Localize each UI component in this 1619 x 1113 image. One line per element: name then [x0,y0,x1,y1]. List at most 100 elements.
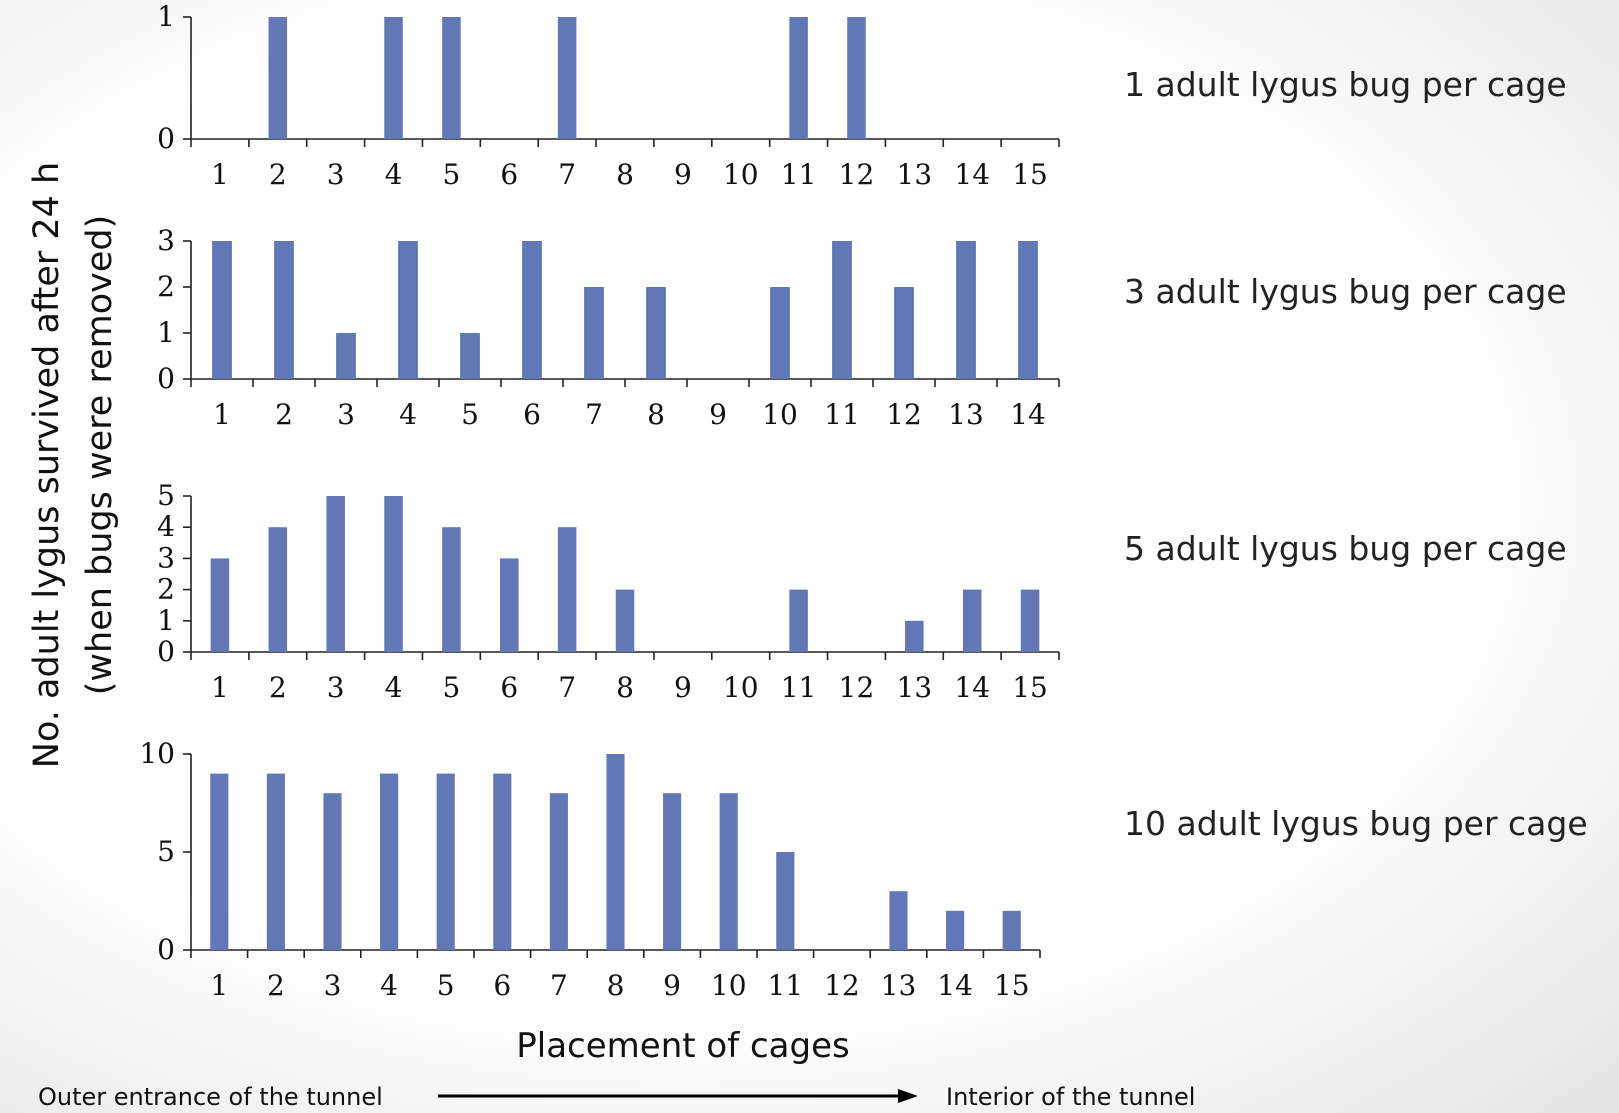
chart-panels: 011 2 3 4 5 6 7 8 9 10 11 12 13 14 151 adult lygus bug… [139,0,1587,1002]
panel-label: 1 adult lygus bug per cage [1124,65,1567,104]
x-tick-label: 8 [616,671,634,704]
x-tick-label: 8 [616,158,634,191]
bar [770,287,790,379]
x-tick-label: 9 [674,158,692,191]
bar [557,527,577,652]
arrow-left-label: Outer entrance of the tunnel [38,1083,383,1111]
x-tick-label: 11 [781,158,817,191]
bar [460,333,480,379]
x-tick-label: 7 [558,671,576,704]
y-tick-label: 3 [157,224,175,257]
bar [326,496,345,652]
x-tick-label: 5 [442,158,460,191]
x-tick-label: 14 [954,158,990,191]
x-tick-label: 8 [647,398,665,431]
y-axis-title-line2: (when bugs were removed) [80,215,120,696]
bar [384,496,403,652]
y-tick-label: 0 [157,362,175,395]
bar [398,241,418,379]
bar [549,793,568,950]
x-tick-label: 15 [994,969,1030,1002]
x-tick-label: 11 [781,671,817,704]
x-tick-label: 6 [493,969,511,1002]
bar [1020,589,1040,652]
x-tick-label: 2 [269,671,287,704]
x-tick-label: 6 [500,158,518,191]
bar [442,17,461,139]
bar [268,527,288,652]
y-axis-title-line1: No. adult lygus survived after 24 h [27,162,67,768]
y-tick-label: 5 [157,479,175,512]
bar [493,773,512,950]
x-tick-label: 1 [211,158,229,191]
arrow-right-label: Interior of the tunnel [946,1083,1195,1111]
x-tick-label: 10 [723,671,759,704]
bar [442,527,461,652]
x-tick-label: 12 [824,969,860,1002]
x-tick-label: 14 [1010,398,1046,431]
bar [336,333,356,379]
x-tick-label: 11 [767,969,803,1002]
y-tick-label: 0 [157,635,175,668]
x-tick-label: 3 [327,158,345,191]
bar [522,241,542,379]
bar [789,17,808,139]
y-tick-label: 2 [157,573,175,606]
x-tick-label: 8 [607,969,625,1002]
bar [946,910,965,950]
bar [274,241,294,379]
bar [436,773,455,950]
y-tick-label: 1 [157,604,175,637]
x-tick-label: 9 [663,969,681,1002]
x-tick-label: 3 [327,671,345,704]
y-tick-label: 0 [157,933,175,966]
y-tick-label: 3 [157,541,175,574]
bar [323,793,342,950]
bar [1002,910,1021,950]
x-tick-label: 13 [948,398,984,431]
x-tick-label: 6 [523,398,541,431]
x-tick-label: 1 [210,969,228,1002]
x-tick-label: 4 [385,158,403,191]
bar [500,558,519,652]
bar [210,773,229,950]
x-tick-label: 14 [954,671,990,704]
x-tick-label: 10 [762,398,798,431]
bar [268,17,288,139]
bar [889,891,908,950]
bar [663,793,682,950]
x-tick-label: 3 [324,969,342,1002]
y-tick-label: 4 [157,510,175,543]
x-tick-label: 5 [461,398,479,431]
x-tick-label: 4 [385,671,403,704]
bar [1018,241,1038,379]
bar [894,287,914,379]
y-tick-label: 10 [139,737,175,770]
x-tick-label: 1 [213,398,231,431]
x-tick-label: 1 [211,671,229,704]
x-tick-label: 13 [897,671,933,704]
bar [719,793,738,950]
bar [776,852,795,950]
panel-label: 3 adult lygus bug per cage [1124,272,1567,311]
x-tick-label: 7 [585,398,603,431]
x-tick-label: 7 [558,158,576,191]
x-tick-label: 6 [500,671,518,704]
panel-label: 10 adult lygus bug per cage [1124,804,1588,843]
x-tick-label: 5 [442,671,460,704]
y-tick-label: 1 [157,0,175,33]
y-tick-label: 2 [157,270,175,303]
x-tick-label: 5 [437,969,455,1002]
panel-label: 5 adult lygus bug per cage [1124,529,1567,568]
y-tick-label: 5 [157,835,175,868]
x-tick-label: 14 [937,969,973,1002]
x-tick-label: 13 [897,158,933,191]
x-tick-label: 4 [399,398,417,431]
bar [606,754,625,950]
x-tick-label: 2 [269,158,287,191]
bar [380,773,399,950]
y-tick-label: 0 [157,122,175,155]
